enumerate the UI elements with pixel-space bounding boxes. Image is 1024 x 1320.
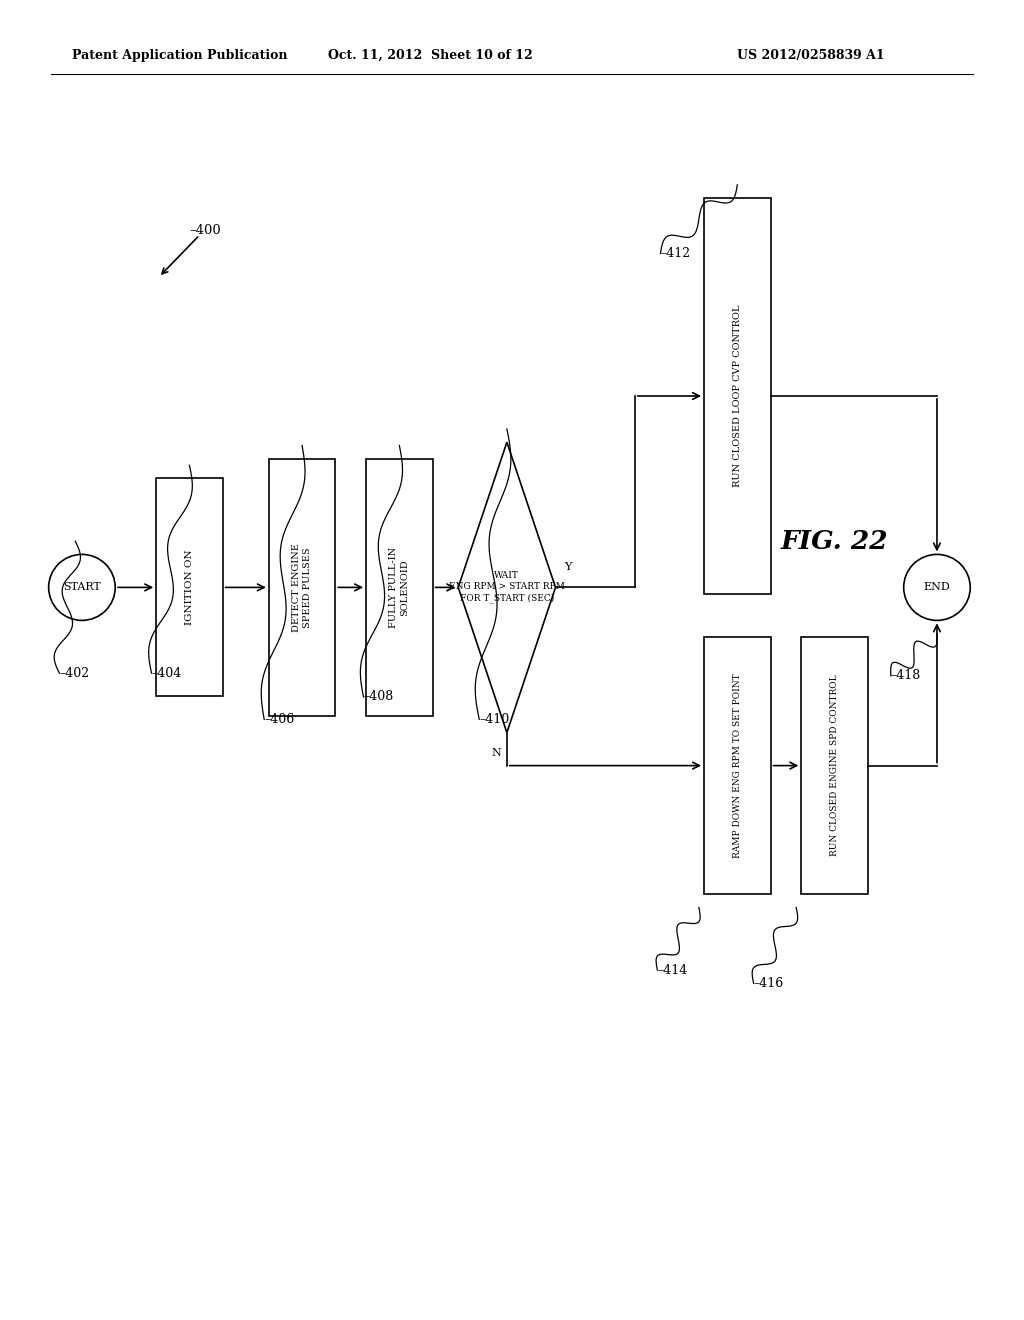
Bar — [801, 636, 867, 895]
Text: FULLY PULL-IN
SOLENOID: FULLY PULL-IN SOLENOID — [389, 546, 410, 628]
Text: Y: Y — [563, 561, 571, 572]
Text: Oct. 11, 2012  Sheet 10 of 12: Oct. 11, 2012 Sheet 10 of 12 — [328, 49, 532, 62]
Text: RUN CLOSED LOOP CVP CONTROL: RUN CLOSED LOOP CVP CONTROL — [733, 305, 741, 487]
Text: –418: –418 — [891, 669, 922, 682]
Text: –402: –402 — [59, 667, 89, 680]
Text: –412: –412 — [660, 247, 690, 260]
Text: –404: –404 — [152, 667, 182, 680]
Text: –416: –416 — [754, 977, 784, 990]
Text: N: N — [492, 748, 502, 759]
Text: IGNITION ON: IGNITION ON — [185, 549, 194, 626]
Text: START: START — [63, 582, 100, 593]
Text: –414: –414 — [657, 964, 688, 977]
Bar — [705, 198, 770, 594]
Text: –400: –400 — [189, 224, 221, 238]
Text: US 2012/0258839 A1: US 2012/0258839 A1 — [737, 49, 885, 62]
Text: –406: –406 — [264, 713, 295, 726]
Text: –408: –408 — [364, 690, 394, 704]
Bar — [367, 458, 433, 715]
Text: RAMP DOWN ENG RPM TO SET POINT: RAMP DOWN ENG RPM TO SET POINT — [733, 673, 741, 858]
Text: RUN CLOSED ENGINE SPD CONTROL: RUN CLOSED ENGINE SPD CONTROL — [830, 675, 839, 857]
Text: –410: –410 — [479, 713, 510, 726]
Text: WAIT
ENG RPM > START RPM
FOR T_START (SEC): WAIT ENG RPM > START RPM FOR T_START (SE… — [449, 572, 565, 603]
Text: FIG. 22: FIG. 22 — [780, 529, 889, 553]
Text: DETECT ENGINE
SPEED PULSES: DETECT ENGINE SPEED PULSES — [292, 543, 312, 632]
Bar — [156, 478, 223, 697]
Text: END: END — [924, 582, 950, 593]
Bar — [705, 636, 770, 895]
Bar — [268, 458, 335, 715]
Text: Patent Application Publication: Patent Application Publication — [72, 49, 287, 62]
